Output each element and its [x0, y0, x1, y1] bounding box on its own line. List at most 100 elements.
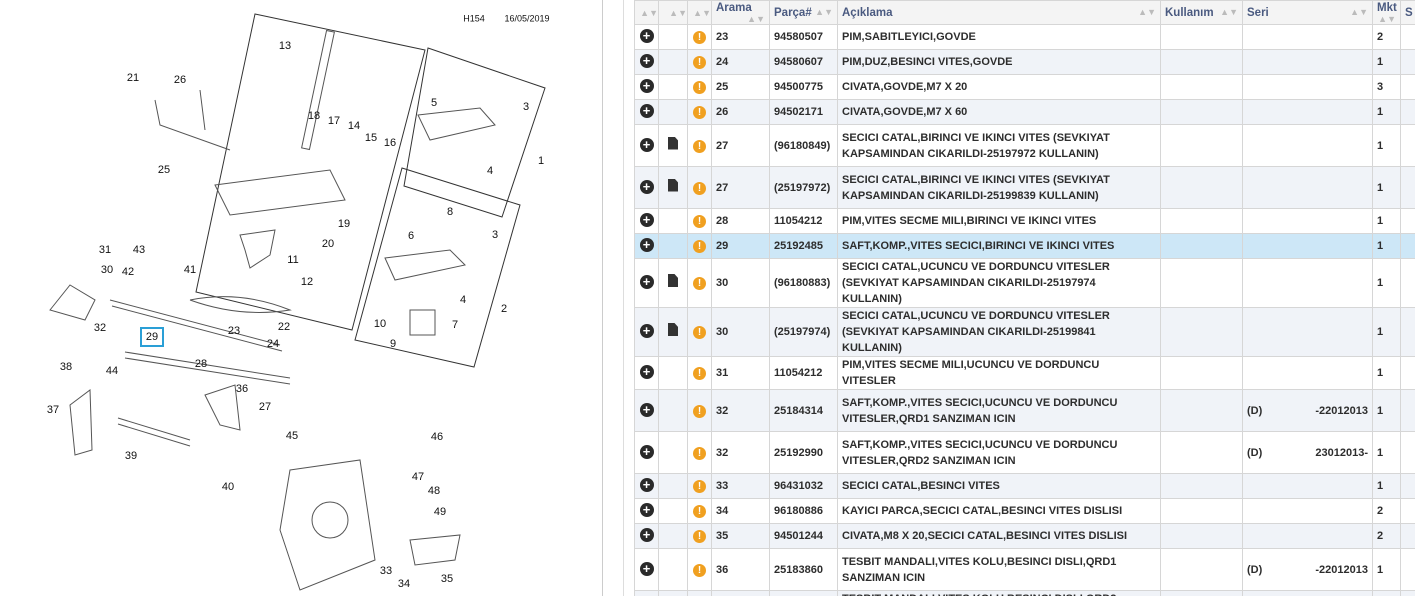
note-icon[interactable]: ! [693, 505, 706, 518]
expand-icon[interactable]: + [640, 324, 654, 338]
note-icon[interactable]: ! [693, 31, 706, 44]
expand-icon[interactable]: + [640, 503, 654, 517]
callout[interactable]: 13 [279, 40, 291, 52]
callout[interactable]: 38 [60, 361, 72, 373]
expand-icon[interactable]: + [640, 138, 654, 152]
note-icon[interactable]: ! [693, 182, 706, 195]
expand-icon[interactable]: + [640, 445, 654, 459]
callout[interactable]: 35 [441, 573, 453, 585]
callout[interactable]: 32 [94, 322, 106, 334]
note-icon[interactable]: ! [693, 367, 706, 380]
callout[interactable]: 40 [222, 481, 234, 493]
callout[interactable]: 39 [125, 450, 137, 462]
callout[interactable]: 12 [301, 276, 313, 288]
column-header[interactable]: S [1401, 1, 1415, 25]
note-icon[interactable]: ! [693, 215, 706, 228]
callout[interactable]: 4 [460, 294, 466, 306]
table-row[interactable]: TESBIT MANDALI,VITES KOLU,BESINCI DISLI,… [635, 591, 1415, 597]
callout[interactable]: 18 [308, 110, 320, 122]
expand-icon[interactable]: + [640, 79, 654, 93]
callout[interactable]: 27 [259, 401, 271, 413]
column-header[interactable]: Mkt▲▼ [1373, 1, 1401, 25]
callout[interactable]: 3 [523, 101, 529, 113]
callout[interactable]: 3 [492, 229, 498, 241]
table-row[interactable]: +!30(96180883)SECICI CATAL,UCUNCU VE DOR… [635, 259, 1415, 308]
expand-icon[interactable]: + [640, 365, 654, 379]
doc-icon[interactable] [668, 274, 678, 287]
expand-icon[interactable]: + [640, 528, 654, 542]
column-header[interactable]: Kullanım▲▼ [1161, 1, 1243, 25]
note-icon[interactable]: ! [693, 326, 706, 339]
note-icon[interactable]: ! [693, 56, 706, 69]
doc-icon[interactable] [668, 323, 678, 336]
callout[interactable]: 45 [286, 430, 298, 442]
callout[interactable]: 15 [365, 132, 377, 144]
callout[interactable]: 17 [328, 115, 340, 127]
callout[interactable]: 29 [146, 331, 158, 343]
callout[interactable]: 25 [158, 164, 170, 176]
callout[interactable]: 19 [338, 218, 350, 230]
expand-icon[interactable]: + [640, 54, 654, 68]
expand-icon[interactable]: + [640, 180, 654, 194]
note-icon[interactable]: ! [693, 405, 706, 418]
callout[interactable]: 48 [428, 485, 440, 497]
callout[interactable]: 31 [99, 244, 111, 256]
column-header[interactable]: Seri▲▼ [1243, 1, 1373, 25]
callout[interactable]: 46 [431, 431, 443, 443]
callout[interactable]: 4 [487, 165, 493, 177]
callout[interactable]: 16 [384, 137, 396, 149]
doc-icon[interactable] [668, 137, 678, 150]
callout[interactable]: 14 [348, 120, 360, 132]
note-icon[interactable]: ! [693, 277, 706, 290]
callout[interactable]: 30 [101, 264, 113, 276]
callout[interactable]: 47 [412, 471, 424, 483]
callout[interactable]: 22 [278, 321, 290, 333]
expand-icon[interactable]: + [640, 275, 654, 289]
callout[interactable]: 2 [501, 303, 507, 315]
expand-icon[interactable]: + [640, 562, 654, 576]
column-header[interactable]: Parça#▲▼ [770, 1, 838, 25]
note-icon[interactable]: ! [693, 240, 706, 253]
expand-icon[interactable]: + [640, 403, 654, 417]
column-header[interactable]: Arama▲▼ [712, 1, 770, 25]
callout[interactable]: 41 [184, 264, 196, 276]
expand-icon[interactable]: + [640, 104, 654, 118]
expand-icon[interactable]: + [640, 29, 654, 43]
callout[interactable]: 6 [408, 230, 414, 242]
callout[interactable]: 26 [174, 74, 186, 86]
callout[interactable]: 43 [133, 244, 145, 256]
callout[interactable]: 23 [228, 325, 240, 337]
note-icon[interactable]: ! [693, 106, 706, 119]
callout[interactable]: 8 [447, 206, 453, 218]
callout[interactable]: 5 [431, 97, 437, 109]
callout[interactable]: 42 [122, 266, 134, 278]
callout[interactable]: 7 [452, 319, 458, 331]
note-icon[interactable]: ! [693, 564, 706, 577]
expand-icon[interactable]: + [640, 238, 654, 252]
callout[interactable]: 9 [390, 338, 396, 350]
note-icon[interactable]: ! [693, 480, 706, 493]
callout[interactable]: 34 [398, 578, 410, 590]
callout[interactable]: 24 [267, 338, 279, 350]
expand-icon[interactable]: + [640, 478, 654, 492]
callout[interactable]: 10 [374, 318, 386, 330]
callout[interactable]: 36 [236, 383, 248, 395]
callout[interactable]: 33 [380, 565, 392, 577]
note-icon[interactable]: ! [693, 81, 706, 94]
expand-icon[interactable]: + [640, 213, 654, 227]
note-icon[interactable]: ! [693, 140, 706, 153]
column-header[interactable]: Açıklama▲▼ [838, 1, 1161, 25]
callout[interactable]: 49 [434, 506, 446, 518]
